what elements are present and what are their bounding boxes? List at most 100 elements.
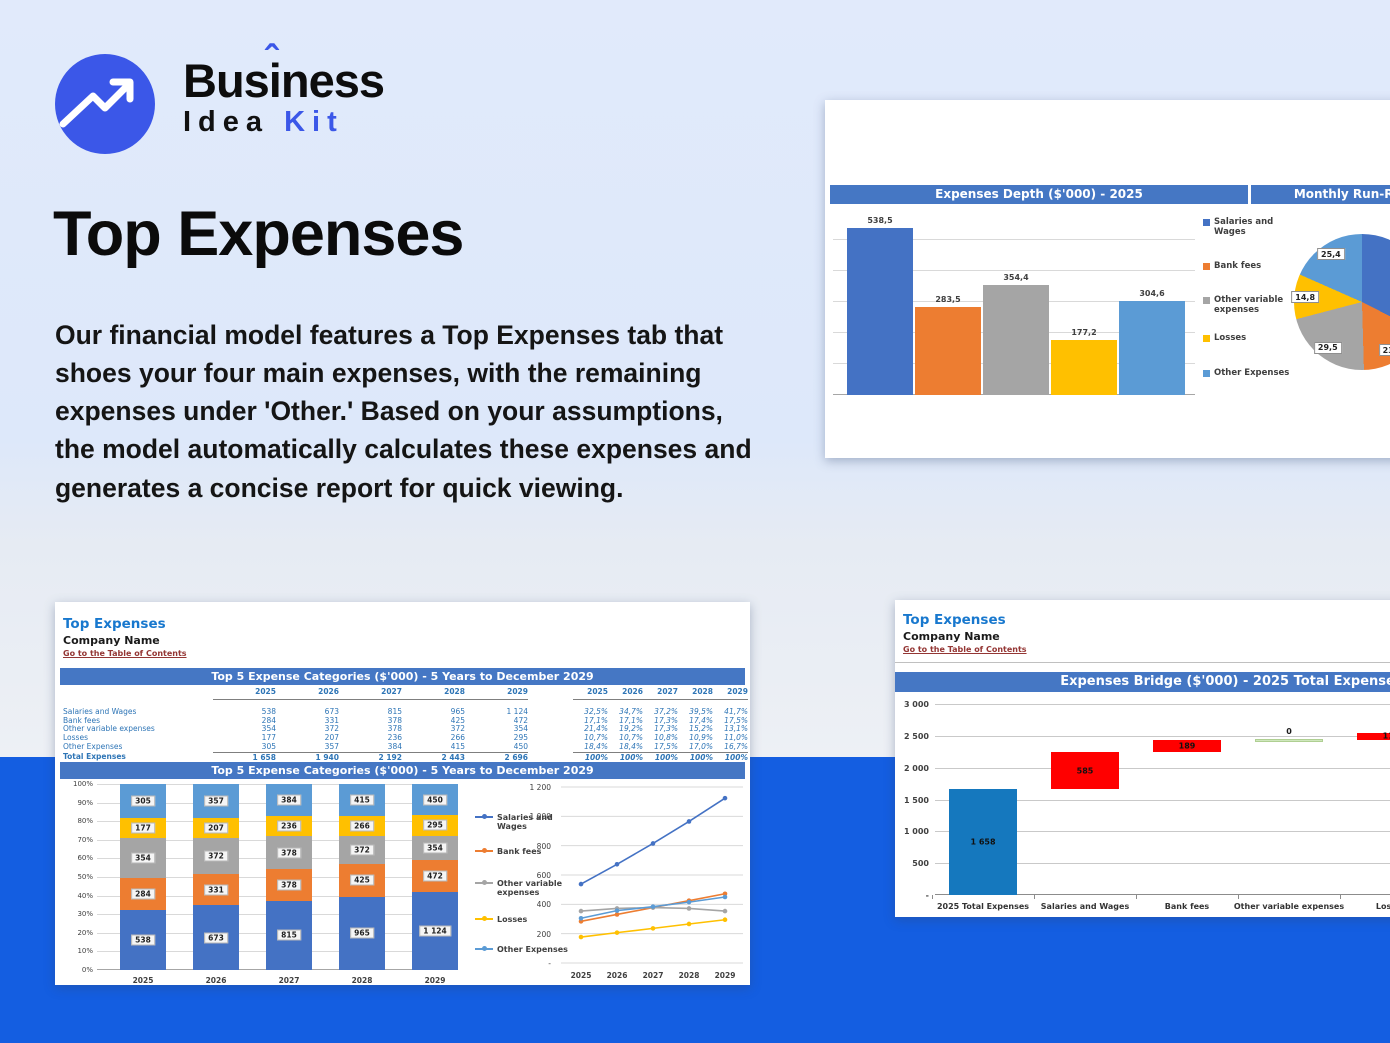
segment-Losses: 177	[120, 818, 166, 838]
data-point	[650, 926, 656, 931]
value-cell: 372	[450, 724, 465, 734]
table-of-contents-link[interactable]: Go to the Table of Contents	[903, 645, 1027, 654]
value-cell: 305	[261, 741, 276, 751]
bar-Other variable expenses	[983, 285, 1049, 395]
value-cell: 472	[513, 715, 528, 725]
year-header: 2029	[465, 687, 528, 700]
segment-Bank fees: 378	[266, 868, 312, 901]
y-axis-tick: 2 000	[903, 763, 929, 773]
gap-cell	[528, 717, 573, 726]
gap-cell	[528, 743, 573, 752]
legend-label: Bank fees	[1214, 261, 1262, 271]
gridline	[935, 831, 1390, 833]
value-cell: 207	[324, 733, 339, 743]
y-axis-tick: 800	[536, 841, 551, 851]
bar-value-label: 177,2	[1071, 328, 1097, 338]
data-point	[614, 930, 620, 935]
bridge-zero-connector-Other variable expenses	[1255, 738, 1323, 742]
bridge-bar-Losses: 118	[1357, 732, 1390, 741]
data-point	[686, 819, 692, 824]
page-description: Our financial model features a Top Expen…	[55, 320, 752, 503]
legend-label: Salaries and Wages	[497, 813, 553, 832]
pct-cell: 10,7%	[584, 733, 608, 743]
bar-Other Expenses	[1119, 300, 1185, 395]
gridline	[935, 767, 1390, 769]
x-axis-label: 2028	[678, 971, 700, 980]
y-axis-tick: -	[548, 959, 551, 968]
pct-cell: 17,5%	[654, 741, 678, 751]
year-header: 2029	[713, 687, 748, 700]
expenses-depth-card: Expenses Depth ($'000) - 2025 Monthly Ru…	[825, 100, 1390, 458]
value-cell: 673	[324, 706, 339, 716]
value-cell: 415	[450, 741, 465, 751]
data-point	[722, 891, 728, 897]
brand-name-line1: Busi ˆ ness	[183, 38, 385, 107]
top5-expense-table: 2025 2026 2027 2028 2029 2025 2026 2027 2028 2029…	[63, 687, 748, 763]
year-header: 2027	[339, 687, 402, 700]
pct-cell: 17,4%	[689, 715, 713, 725]
y-axis-tick: 500	[912, 859, 929, 869]
legend-dot	[482, 814, 487, 819]
segment-Other variable expenses: 372	[339, 835, 385, 865]
segment-Bank fees: 284	[120, 877, 166, 910]
pct-cell: 11,0%	[724, 733, 748, 743]
value-cell: 177	[261, 733, 276, 743]
pct-cell: 19,2%	[619, 724, 643, 734]
legend-item-Other variable expenses: Other variable expenses	[1203, 295, 1291, 316]
y-axis-tick: 50%	[77, 873, 93, 881]
legend-label: Bank fees	[497, 847, 542, 856]
y-axis-tick: 40%	[77, 891, 93, 900]
bar-value-label: 283,5	[935, 295, 961, 305]
y-axis-tick: 600	[536, 871, 551, 880]
pct-cell: 17,5%	[724, 715, 748, 725]
legend-swatch-icon	[1203, 219, 1210, 226]
row-label: Bank fees	[63, 715, 100, 725]
pct-cell: 17,3%	[654, 724, 678, 734]
row-label: Losses	[63, 733, 88, 743]
value-cell: 354	[513, 724, 528, 734]
legend-line-marker	[475, 847, 493, 855]
segment-value-label: 331	[204, 884, 228, 896]
data-point	[578, 934, 584, 940]
data-point	[722, 917, 728, 923]
value-cell: 236	[387, 733, 402, 743]
table-of-contents-link[interactable]: Go to the Table of Contents	[63, 649, 187, 658]
bridge-value-label: 189	[1178, 741, 1196, 751]
y-axis-tick: 60%	[77, 854, 93, 863]
stacked-bar-2027: 815 378 378 236 384	[266, 783, 312, 970]
segment-value-label: 357	[204, 795, 228, 807]
legend-swatch-icon	[1203, 297, 1210, 304]
segment-Bank fees: 331	[193, 873, 239, 906]
top5-line-chart: 1 200 1 000 800 600 400 200 - 2025 2026 2027 2028 2…	[503, 781, 753, 981]
bridge-plot: 1 658 585 189 0 118	[932, 704, 1390, 899]
year-header: 2027	[643, 687, 678, 700]
bridge-bar-Salaries and Wages: 585	[1051, 752, 1119, 790]
x-axis-label: 2025	[132, 976, 154, 985]
value-cell: 331	[324, 715, 339, 725]
x-axis-label: 2025 Total Expenses	[936, 902, 1030, 911]
x-axis-label: 2029	[424, 976, 446, 985]
pct-cell: 17,1%	[584, 715, 608, 725]
axis-tick-mark	[1238, 895, 1239, 899]
line-series-Salaries and Wages	[580, 797, 726, 885]
segment-Other Expenses: 450	[412, 784, 458, 816]
segment-value-label: 236	[277, 820, 301, 832]
segment-Salaries and Wages: 538	[120, 909, 166, 970]
data-point	[650, 904, 656, 909]
data-point	[686, 906, 692, 911]
segment-Losses: 236	[266, 816, 312, 837]
row-label: Other variable expenses	[63, 724, 155, 734]
segment-value-label: 384	[277, 794, 301, 806]
value-cell: 266	[450, 733, 465, 743]
data-point	[686, 899, 692, 905]
segment-Other variable expenses: 354	[120, 837, 166, 878]
legend-label: Other Expenses	[1214, 368, 1290, 378]
bar-value-label: 354,4	[1003, 273, 1029, 283]
pct-cell: 15,2%	[689, 724, 713, 734]
segment-value-label: 378	[277, 847, 301, 859]
total-pct-cell: 100%	[713, 751, 748, 763]
expenses-depth-legend: Salaries and Wages Bank fees Other variabl…	[1203, 217, 1291, 398]
line-chart-svg	[561, 786, 743, 964]
year-header: 2028	[402, 687, 465, 700]
segment-value-label: 425	[350, 874, 374, 886]
